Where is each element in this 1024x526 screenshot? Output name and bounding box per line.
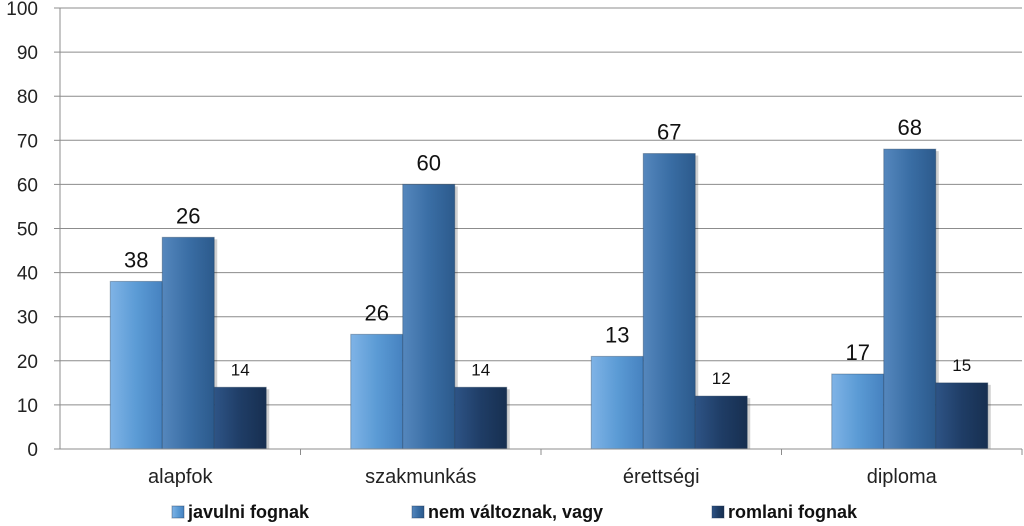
data-labels: 38 26 14 26 60 14 13 67 12 17 68 15 [124,115,971,388]
data-label: 15 [952,356,971,375]
data-label: 68 [898,115,922,140]
y-tick-label: 10 [17,396,38,417]
data-label: 38 [124,247,148,272]
legend-swatch [411,505,425,519]
bar [642,153,696,450]
legend-label: romlani fognak [728,502,858,522]
y-tick-label: 70 [17,131,38,152]
data-label: 26 [176,203,200,228]
data-label: 12 [712,369,731,388]
y-tick-label: 30 [17,308,38,329]
x-axis: alapfok szakmunkás érettségi diploma [60,448,1023,488]
x-category-label: érettségi [623,466,700,488]
bar [831,373,885,450]
data-label: 67 [657,120,681,145]
legend: javulni fognak nem változnak, vagy romlani… [171,502,858,522]
bar [109,280,163,450]
bar [935,382,989,450]
y-tick-label: 20 [17,352,38,373]
x-category-label: alapfok [148,466,213,488]
bars [109,148,991,450]
y-tick-label: 50 [17,220,38,241]
bar [350,333,404,450]
legend-swatch [711,505,725,519]
data-label: 60 [417,150,441,175]
legend-label: nem változnak, vagy [428,502,603,522]
y-tick-label: 80 [17,87,38,108]
x-category-label: diploma [867,466,938,488]
data-label: 14 [231,360,250,379]
data-label: 13 [605,322,629,347]
bar [454,386,508,450]
y-axis: 0 10 20 30 40 50 60 70 80 90 100 [6,0,61,461]
bar [694,395,748,450]
y-tick-label: 40 [17,264,38,285]
y-tick-label: 0 [27,440,38,461]
y-tick-label: 100 [6,0,38,20]
bar [161,236,215,450]
bar [590,355,644,450]
y-tick-label: 60 [17,175,38,196]
x-category-label: szakmunkás [365,466,476,488]
y-tick-label: 90 [17,43,38,64]
bar [402,183,456,450]
bar [883,148,937,450]
data-label: 14 [471,360,490,379]
legend-label: javulni fognak [187,502,310,522]
bar [213,386,267,450]
legend-swatch [171,505,185,519]
data-label: 26 [365,300,389,325]
data-label: 17 [846,340,870,365]
